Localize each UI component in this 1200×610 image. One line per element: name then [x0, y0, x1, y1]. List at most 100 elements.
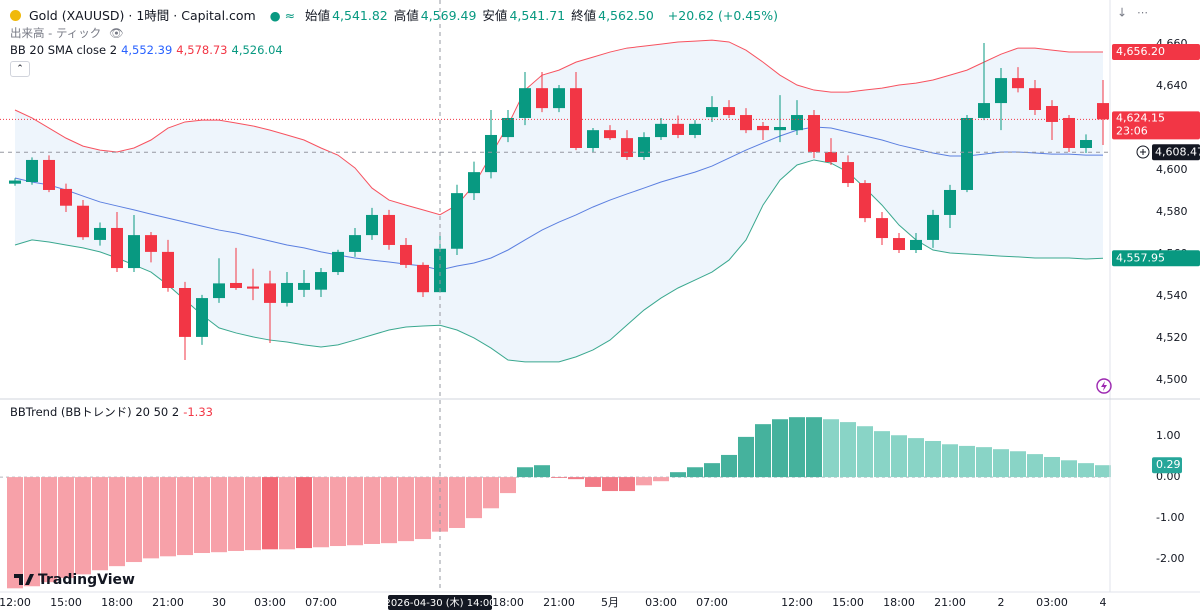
collapse-button[interactable]: ⌃: [10, 61, 30, 77]
bbtrend-bar: [1010, 451, 1026, 478]
last-price-label: 4,624.15: [1116, 111, 1165, 124]
candle-body: [1080, 140, 1092, 148]
bbtrend-bar: [143, 477, 159, 559]
candle-body: [349, 235, 361, 252]
bbtrend-bar: [959, 445, 975, 478]
candle-body: [621, 138, 633, 158]
candle-body: [655, 123, 667, 138]
candle-body: [825, 151, 837, 163]
candle-body: [587, 130, 599, 148]
bbtrend-bar: [109, 477, 125, 567]
lightning-icon[interactable]: [1096, 378, 1112, 394]
candle-body: [706, 107, 718, 118]
y-tick-label: 4,580: [1156, 205, 1188, 218]
symbol[interactable]: Gold (XAUUSD) · 1時間 · Capital.com: [28, 8, 256, 23]
candle-body: [128, 235, 140, 269]
candle-body: [961, 117, 973, 190]
bbtrend-bar: [755, 424, 771, 478]
candle-body: [451, 193, 463, 249]
symbol-header: Gold (XAUUSD) · 1時間 · Capital.com ● ≈ 始値…: [10, 5, 782, 24]
status-dot: ● ≈: [269, 8, 296, 23]
x-tick-label: 18:00: [883, 596, 915, 609]
candle-body: [247, 286, 259, 289]
bbtrend-bar: [806, 417, 822, 478]
logo: TradingView: [14, 572, 135, 588]
bbtrend-bar: [381, 477, 397, 544]
bbtrend-bar: [41, 477, 57, 583]
y-tick-label: 4,540: [1156, 289, 1188, 302]
candle-body: [757, 125, 769, 131]
candle-body: [434, 248, 446, 293]
candle-body: [77, 205, 89, 238]
candle-body: [213, 283, 225, 299]
candle-body: [774, 126, 786, 131]
candle-body: [893, 238, 905, 251]
ohlc-label: 安値: [482, 8, 508, 23]
x-tick-label: 2: [998, 596, 1005, 609]
candle-body: [519, 88, 531, 118]
bb-values: 4,552.39 4,578.73 4,526.04: [121, 43, 287, 57]
x-tick-label: 21:00: [543, 596, 575, 609]
scroll-buttons[interactable]: ↓ ⋯: [1117, 6, 1148, 20]
y-tick-label: 4,640: [1156, 79, 1188, 92]
x-tick-label: 18:00: [101, 596, 133, 609]
bbtrend-title[interactable]: BBTrend (BBトレンド) 20 50 2: [10, 405, 180, 419]
plus-sign: [1140, 149, 1146, 155]
candle-body: [315, 272, 327, 290]
plus-button[interactable]: [1136, 145, 1150, 159]
bbtrend-bar: [942, 444, 958, 478]
bbtrend-bar: [534, 465, 550, 478]
band-price-box: [1112, 44, 1200, 61]
bbtrend-legend: BBTrend (BBトレンド) 20 50 2 -1.33: [10, 404, 217, 420]
candle-body: [1063, 117, 1075, 148]
bb-title[interactable]: BB 20 SMA close 2: [10, 43, 118, 57]
bbtrend-bar: [1044, 456, 1060, 478]
bb-line: [14, 126, 1103, 271]
candle-body: [842, 162, 854, 184]
bb-legend: BB 20 SMA close 2 4,552.39 4,578.73 4,526.0…: [10, 43, 291, 57]
candle-body: [383, 214, 395, 245]
x-tick-label: 12:00: [0, 596, 31, 609]
y-tick-label: 4,600: [1156, 163, 1188, 176]
candle-body: [468, 172, 480, 194]
bbtrend-bar: [925, 440, 941, 478]
ohlc-value: 4,562.50: [598, 8, 654, 23]
candle-body: [400, 244, 412, 265]
ohlc-value: 4,541.82: [332, 8, 388, 23]
candle-body: [60, 188, 72, 206]
ohlc-label: 始値: [305, 8, 331, 23]
candle-body: [570, 88, 582, 148]
bbtrend-bar: [789, 417, 805, 478]
volume-line: 出来高 - ティック 👁: [10, 25, 128, 41]
crosshair-price-box: [1152, 144, 1200, 161]
x-tick-label: 18:00: [492, 596, 524, 609]
crosshair-time-label: 2026-04-30 (木) 14:00: [384, 597, 495, 609]
bbtrend-bar: [993, 449, 1009, 478]
volume[interactable]: 出来高 - ティック: [10, 26, 102, 40]
x-tick-label: 12:00: [781, 596, 813, 609]
ohlc: 始値 4,541.82 高値 4,569.49 安値 4,541.71 終値 4,562.50: [305, 8, 660, 23]
candle-body: [689, 123, 701, 135]
candle-body: [111, 227, 123, 269]
bbtrend-bar: [857, 426, 873, 478]
bbtrend-bar: [483, 477, 499, 509]
candle-body: [1012, 78, 1024, 89]
bbtrend-bar: [177, 477, 193, 556]
bbtrend-bar: [823, 419, 839, 478]
eye-icon[interactable]: 👁: [108, 26, 124, 40]
bbtrend-bar: [772, 419, 788, 478]
bbtrend-value: -1.33: [183, 405, 213, 419]
symbol-icon: [10, 10, 21, 21]
bbtrend-bar: [687, 467, 703, 478]
bbtrend-bar: [24, 477, 40, 587]
ohlc-value: 4,569.49: [420, 8, 477, 23]
bbtrend-bar: [262, 477, 278, 550]
candle-body: [179, 288, 191, 337]
candle-body: [196, 298, 208, 337]
x-tick-label: 03:00: [254, 596, 286, 609]
y-tick-label: 1.00: [1156, 429, 1181, 442]
bbtrend-bar: [738, 436, 754, 478]
bbtrend-bar: [721, 454, 737, 478]
